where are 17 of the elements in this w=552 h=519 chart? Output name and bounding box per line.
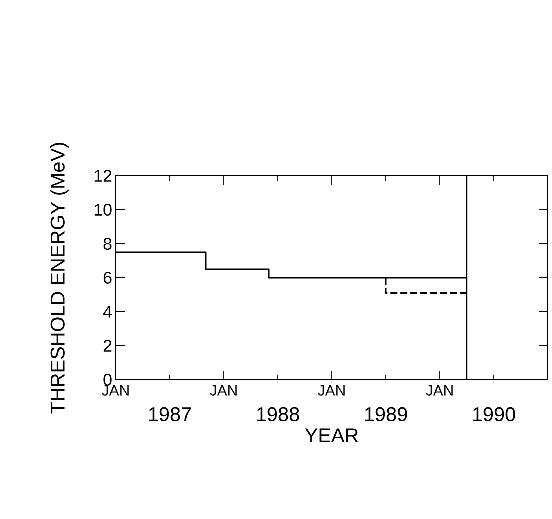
x-tick-label: JAN <box>210 386 237 396</box>
y-tick-label: 6 <box>104 272 112 284</box>
y-tick-label: 8 <box>104 238 112 250</box>
x-tick-label: JAN <box>102 386 129 396</box>
x-axis-title: YEAR <box>305 428 358 442</box>
x-tick-label: JAN <box>426 386 453 396</box>
x2-tick-label: 1989 <box>365 407 408 422</box>
y-tick-label: 0 <box>104 374 112 386</box>
y-tick-label: 12 <box>94 170 112 182</box>
y-tick-label: 10 <box>94 204 112 216</box>
x-tick-label: JAN <box>318 386 345 396</box>
y-tick-label: 4 <box>103 306 112 318</box>
x2-tick-label: 1990 <box>473 407 516 422</box>
x2-tick-label: 1988 <box>257 407 300 422</box>
y-tick-label: 2 <box>104 340 112 352</box>
y-axis-title: THRESHOLD ENERGY (MeV) <box>50 143 69 414</box>
x2-tick-label: 1987 <box>149 407 192 422</box>
